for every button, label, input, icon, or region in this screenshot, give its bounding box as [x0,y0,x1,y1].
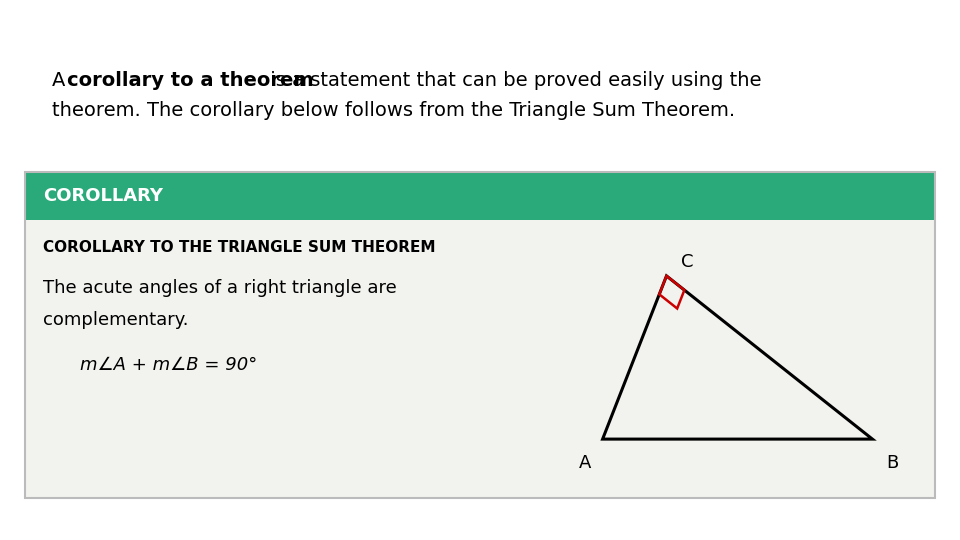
Text: theorem. The corollary below follows from the Triangle Sum Theorem.: theorem. The corollary below follows fro… [52,100,735,119]
Bar [25,172,935,498]
Text: B: B [887,454,899,472]
Text: A: A [579,454,591,472]
Text: COROLLARY: COROLLARY [43,187,163,205]
Bar [25,172,935,220]
Text: m∠A + m∠B = 90°: m∠A + m∠B = 90° [80,356,257,374]
Text: corollary to a theorem: corollary to a theorem [67,71,314,90]
Text: is a statement that can be proved easily using the: is a statement that can be proved easily… [264,71,761,90]
Text: COROLLARY TO THE TRIANGLE SUM THEOREM: COROLLARY TO THE TRIANGLE SUM THEOREM [43,240,436,255]
Text: C: C [681,253,693,271]
Text: complementary.: complementary. [43,311,188,329]
Text: A: A [52,71,72,90]
Text: The acute angles of a right triangle are: The acute angles of a right triangle are [43,279,396,297]
Bar [25,220,935,498]
